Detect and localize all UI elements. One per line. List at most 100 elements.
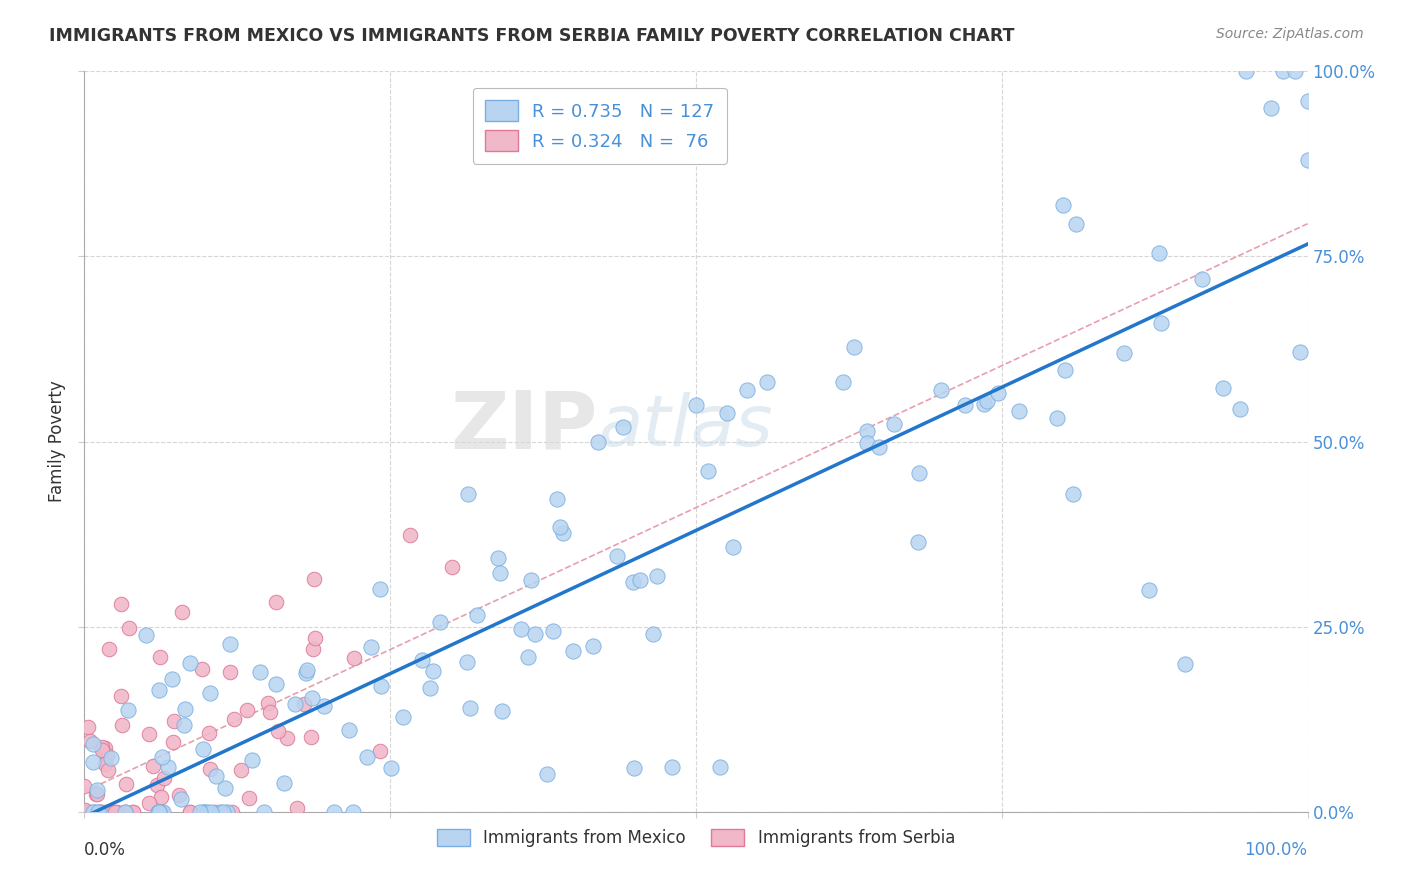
Point <box>297 663 319 677</box>
Point <box>221 805 243 819</box>
Point <box>94 741 117 756</box>
Point <box>1064 217 1087 231</box>
Point <box>380 761 402 775</box>
Point <box>1114 345 1136 359</box>
Point <box>97 805 120 819</box>
Point <box>368 582 391 597</box>
Point <box>489 566 512 580</box>
Point <box>150 805 173 819</box>
Point <box>582 639 605 653</box>
Point <box>142 759 165 773</box>
Point <box>429 615 451 630</box>
Point <box>868 441 890 455</box>
Point <box>214 780 236 795</box>
Point <box>73 779 96 793</box>
Legend: Immigrants from Mexico, Immigrants from Serbia: Immigrants from Mexico, Immigrants from … <box>429 821 963 855</box>
Point <box>172 605 194 619</box>
Point <box>931 383 953 397</box>
Point <box>218 665 240 680</box>
Point <box>343 651 366 665</box>
Point <box>486 551 509 566</box>
Point <box>193 805 215 819</box>
Point <box>267 724 290 739</box>
Point <box>75 805 97 819</box>
Point <box>89 805 111 819</box>
Point <box>83 805 105 819</box>
Point <box>1174 657 1197 671</box>
Point <box>440 560 463 574</box>
Point <box>264 595 287 609</box>
Point <box>907 467 929 481</box>
Point <box>229 763 252 777</box>
Point <box>312 699 335 714</box>
Point <box>855 436 877 450</box>
Point <box>160 672 183 686</box>
Point <box>236 703 259 717</box>
Point <box>301 642 323 657</box>
Point <box>87 805 110 819</box>
Text: ZIP: ZIP <box>451 388 598 466</box>
Point <box>138 797 160 811</box>
Point <box>491 704 513 718</box>
Point <box>193 805 215 819</box>
Point <box>138 727 160 741</box>
Point <box>94 756 117 771</box>
Point <box>1062 486 1084 500</box>
Point <box>356 750 378 764</box>
Point <box>84 787 107 801</box>
Point <box>523 627 546 641</box>
Point <box>215 805 238 819</box>
Point <box>257 696 280 710</box>
Point <box>370 679 392 693</box>
Point <box>114 805 136 819</box>
Point <box>240 752 263 766</box>
Point <box>114 805 136 819</box>
Point <box>976 394 998 409</box>
Text: 0.0%: 0.0% <box>84 841 127 859</box>
Point <box>79 734 101 748</box>
Point <box>295 666 318 681</box>
Point <box>90 742 112 756</box>
Point <box>200 686 222 700</box>
Point <box>91 740 114 755</box>
Point <box>337 723 360 738</box>
Point <box>370 744 392 758</box>
Point <box>76 805 98 819</box>
Point <box>150 790 173 805</box>
Point <box>287 800 309 814</box>
Point <box>737 383 759 397</box>
Point <box>536 767 558 781</box>
Point <box>96 763 118 777</box>
Point <box>292 697 315 711</box>
Point <box>391 710 413 724</box>
Point <box>200 805 222 819</box>
Point <box>198 762 221 776</box>
Point <box>110 689 132 703</box>
Point <box>259 705 281 719</box>
Point <box>114 776 136 790</box>
Point <box>169 792 191 806</box>
Point <box>398 528 420 542</box>
Point <box>1053 363 1076 377</box>
Point <box>1272 64 1295 78</box>
Point <box>457 487 479 501</box>
Point <box>105 805 128 819</box>
Point <box>146 778 169 792</box>
Point <box>156 760 179 774</box>
Point <box>80 805 103 819</box>
Point <box>149 650 172 665</box>
Point <box>1212 381 1234 395</box>
Point <box>75 805 97 819</box>
Point <box>1008 404 1031 418</box>
Point <box>422 664 444 678</box>
Point <box>1260 102 1282 116</box>
Point <box>411 653 433 667</box>
Point <box>238 791 260 805</box>
Point <box>208 805 231 819</box>
Point <box>606 549 628 564</box>
Point <box>121 805 143 819</box>
Point <box>191 742 214 756</box>
Text: IMMIGRANTS FROM MEXICO VS IMMIGRANTS FROM SERBIA FAMILY POVERTY CORRELATION CHAR: IMMIGRANTS FROM MEXICO VS IMMIGRANTS FRO… <box>49 27 1015 45</box>
Point <box>1137 582 1160 597</box>
Point <box>94 805 117 819</box>
